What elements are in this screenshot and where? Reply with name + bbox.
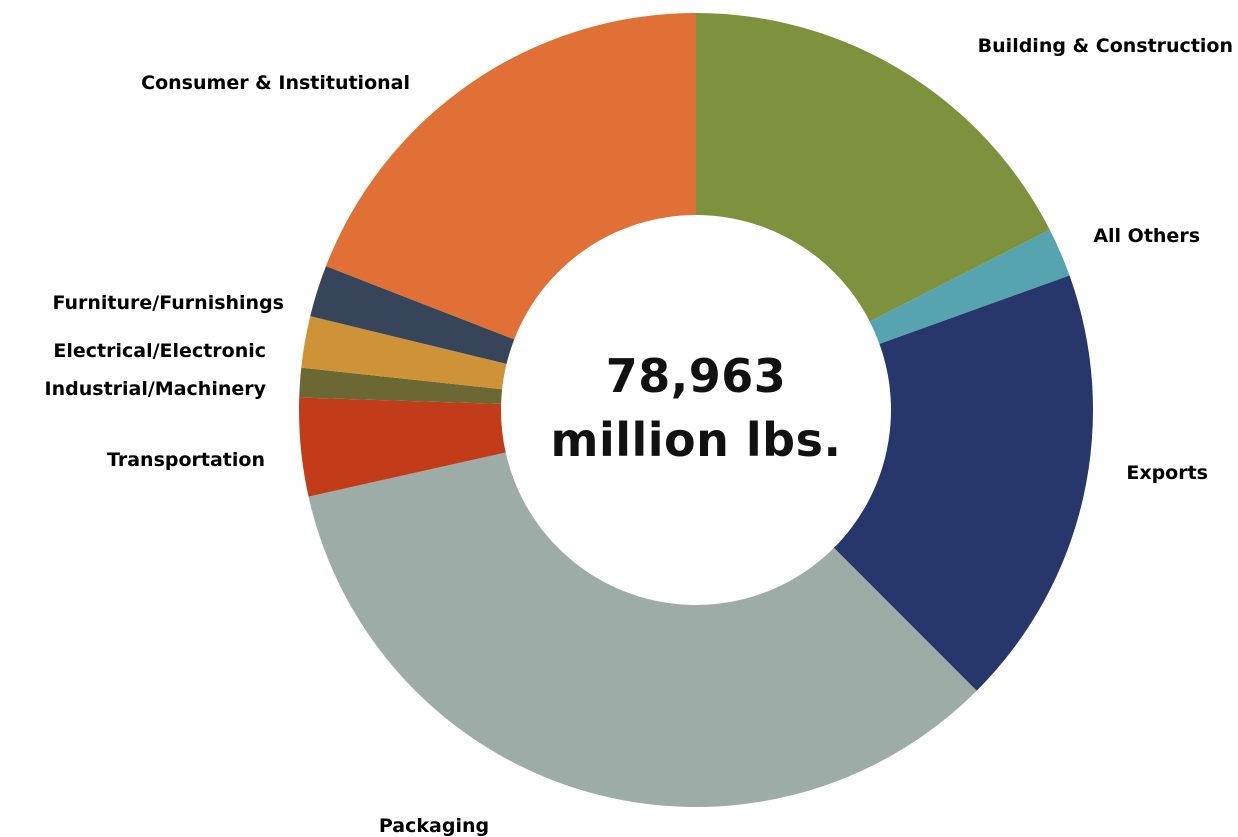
slice-building-construction xyxy=(696,13,1050,322)
slice-industrial-machinery xyxy=(299,367,503,404)
label-consumer-institutional: Consumer & Institutional xyxy=(141,72,410,94)
slices-group xyxy=(299,13,1093,807)
label-packaging: Packaging xyxy=(379,815,489,837)
slice-consumer-institutional xyxy=(325,13,696,340)
labels-group: Building & Construction All Others Exports… xyxy=(45,35,1233,837)
center-total: 78,963 xyxy=(606,349,787,403)
label-industrial-machinery: Industrial/Machinery xyxy=(45,378,267,400)
center-unit: million lbs. xyxy=(551,413,842,467)
slice-packaging xyxy=(308,452,977,807)
slice-furniture-furnishings xyxy=(310,266,515,364)
slice-electrical-electronic xyxy=(301,316,507,390)
label-all-others: All Others xyxy=(1093,225,1200,247)
label-exports: Exports xyxy=(1126,462,1208,484)
label-electrical-electronic: Electrical/Electronic xyxy=(53,340,266,362)
slice-all-others xyxy=(869,229,1070,344)
slice-transportation xyxy=(299,397,506,497)
label-building-construction: Building & Construction xyxy=(978,35,1233,57)
label-transportation: Transportation xyxy=(107,449,265,471)
slice-exports xyxy=(833,275,1093,691)
label-furniture-furnishings: Furniture/Furnishings xyxy=(52,292,284,314)
